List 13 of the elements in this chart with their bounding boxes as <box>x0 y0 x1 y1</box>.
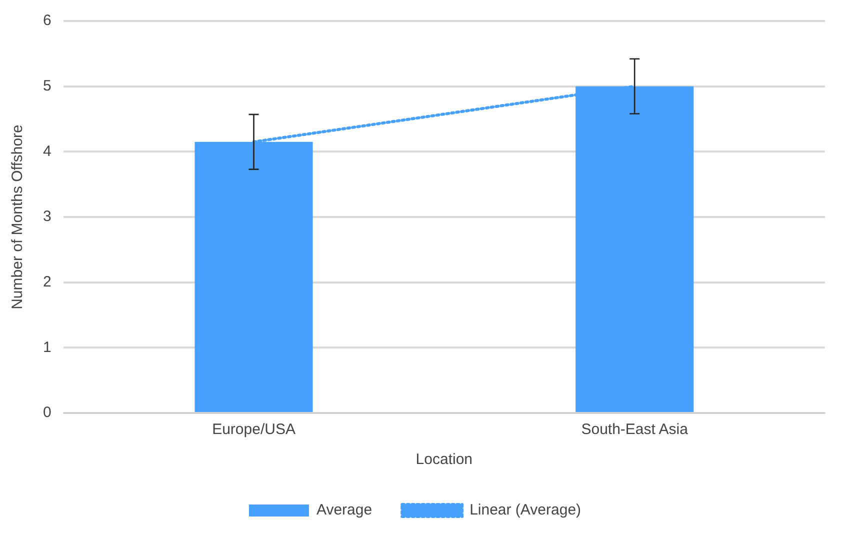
x-axis-title: Location <box>416 451 473 468</box>
y-axis-title: Number of Months Offshore <box>9 124 26 310</box>
y-tick-label: 0 <box>43 404 52 422</box>
legend-label: Average <box>316 502 372 519</box>
x-tick-label: Europe/USA <box>212 421 296 438</box>
y-tick-label: 4 <box>43 142 52 160</box>
y-tick-label: 5 <box>43 77 52 94</box>
y-tick-label: 3 <box>43 208 52 226</box>
y-tick-label: 6 <box>43 12 52 30</box>
y-tick-label: 1 <box>43 338 52 356</box>
y-tick-label: 2 <box>43 273 52 290</box>
x-tick-label: South-East Asia <box>581 421 689 438</box>
legend-label: Linear (Average) <box>470 502 582 519</box>
